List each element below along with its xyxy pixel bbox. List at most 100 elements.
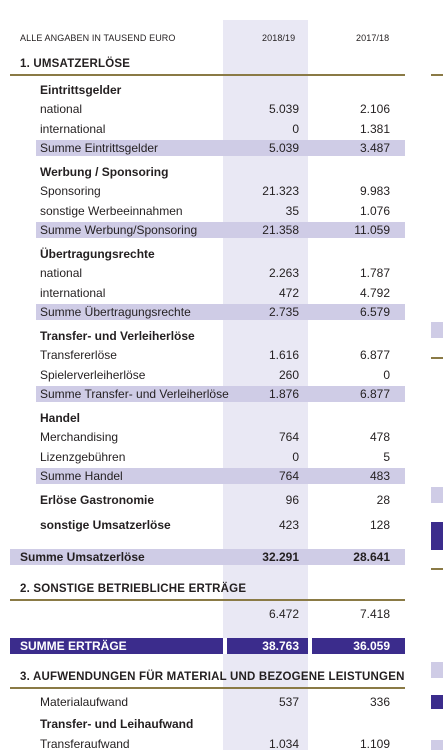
sum-value-2018: 5.039: [268, 141, 299, 155]
row-label: national: [40, 266, 83, 280]
value-2017: 6.877: [359, 348, 390, 362]
sum-bar: [36, 304, 405, 320]
value-2017: 1.381: [359, 122, 390, 136]
table-row: Merchandising 764 478: [0, 429, 443, 446]
value-2018: 1.616: [268, 348, 299, 362]
value-2017: 128: [369, 518, 390, 532]
row-label: Sponsoring: [40, 184, 101, 198]
value-2017: 5: [383, 450, 390, 464]
table-row: international 0 1.381: [0, 121, 443, 138]
sum-value-2018: 1.876: [268, 387, 299, 401]
sum-value-2018: 21.358: [262, 223, 299, 237]
total-row: Summe Umsatzerlöse 32.291 28.641: [0, 549, 443, 566]
neighbor-bar: [431, 662, 443, 678]
value-2017: 4.792: [359, 286, 390, 300]
table-row: Materialaufwand 537 336: [0, 694, 443, 711]
value-2018: 6.472: [268, 607, 299, 621]
table-row: Transfererlöse 1.616 6.877: [0, 347, 443, 364]
neighbor-rule: [431, 357, 443, 359]
neighbor-dark-bar: [431, 695, 443, 709]
sum-value-2017: 6.877: [359, 387, 390, 401]
value-2018: 0: [292, 122, 299, 136]
value-2017: 28: [376, 493, 390, 507]
section-title-umsatzerloese: 1. UMSATZERLÖSE: [20, 58, 131, 70]
neighbor-dark-bar: [431, 522, 443, 550]
table-row: national 5.039 2.106: [0, 101, 443, 118]
neighbor-rule: [431, 568, 443, 570]
value-2018: 2.263: [268, 266, 299, 280]
neighbor-rule: [431, 74, 443, 76]
value-2017: 478: [369, 430, 390, 444]
grand-total-bar: [10, 638, 405, 654]
value-2018: 537: [278, 695, 299, 709]
sum-value-2018: 2.735: [268, 305, 299, 319]
grand-total-value-2018: 38.763: [262, 639, 299, 653]
table-row: Lizenzgebühren 0 5: [0, 449, 443, 466]
sum-value-2017: 3.487: [359, 141, 390, 155]
grand-total-value-2017: 36.059: [353, 639, 390, 653]
value-2017: 1.787: [359, 266, 390, 280]
row-label: Erlöse Gastronomie: [40, 493, 155, 507]
sum-value-2017: 6.579: [359, 305, 390, 319]
sum-value-2018: 764: [278, 469, 299, 483]
value-2017: 9.983: [359, 184, 390, 198]
column-header-2018: 2018/19: [262, 33, 296, 43]
section-rule: [10, 74, 405, 76]
grand-total-label: SUMME ERTRÄGE: [20, 639, 127, 653]
neighbor-bar: [431, 322, 443, 338]
total-label: Summe Umsatzerlöse: [20, 550, 145, 564]
neighbor-bar: [431, 487, 443, 503]
value-2018: 472: [278, 286, 299, 300]
neighbor-bar: [431, 740, 443, 750]
sum-row: Summe Transfer- und Verleiherlöse 1.876 …: [0, 386, 443, 403]
section-rule: [10, 599, 405, 601]
table-row: Spielerverleiherlöse 260 0: [0, 367, 443, 384]
sum-row: Summe Übertragungsrechte 2.735 6.579: [0, 304, 443, 321]
sum-bar: [36, 222, 405, 238]
sum-row: Summe Werbung/Sponsoring 21.358 11.059: [0, 222, 443, 239]
value-2017: 336: [369, 695, 390, 709]
table-row: Transferaufwand 1.034 1.109: [0, 736, 443, 753]
total-value-2017: 28.641: [353, 550, 390, 564]
sum-label: Summe Handel: [40, 469, 123, 483]
group-title: Eintrittsgelder: [40, 83, 122, 97]
section-rule: [10, 687, 405, 689]
row-label: Materialaufwand: [40, 695, 129, 709]
unit-caption: ALLE ANGABEN IN TAUSEND EURO: [20, 33, 176, 43]
value-2018: 1.034: [268, 737, 299, 751]
row-label: Spielerverleiherlöse: [40, 368, 146, 382]
column-header-2017: 2017/18: [356, 33, 390, 43]
sum-label: Summe Eintrittsgelder: [40, 141, 159, 155]
row-label: Transfererlöse: [40, 348, 117, 362]
sum-bar: [36, 386, 405, 402]
value-2017: 7.418: [359, 607, 390, 621]
row-label: Lizenzgebühren: [40, 450, 126, 464]
sum-row: Summe Handel 764 483: [0, 468, 443, 485]
value-2018: 96: [285, 493, 299, 507]
table-row: Sponsoring 21.323 9.983: [0, 183, 443, 200]
sum-value-2017: 11.059: [354, 223, 390, 237]
group-title: Transfer- und Verleiherlöse: [40, 329, 195, 343]
grand-total-row: SUMME ERTRÄGE 38.763 36.059: [0, 638, 443, 655]
bar-gap: [223, 638, 227, 654]
sum-label: Summe Transfer- und Verleiherlöse: [40, 387, 229, 401]
sum-bar: [36, 140, 405, 156]
value-2018: 423: [278, 518, 299, 532]
sonstige-ertraege-row: 6.472 7.418: [0, 606, 443, 623]
row-label: national: [40, 102, 83, 116]
table-row: national 2.263 1.787: [0, 265, 443, 282]
group-title: Transfer- und Leihaufwand: [40, 717, 194, 731]
group-title: Werbung / Sponsoring: [40, 165, 169, 179]
section-title-sonstige-ertraege: 2. SONSTIGE BETRIEBLICHE ERTRÄGE: [20, 583, 247, 595]
row-label: sonstige Werbeeinnahmen: [40, 204, 183, 218]
sum-label: Summe Werbung/Sponsoring: [40, 223, 198, 237]
table-row: international 472 4.792: [0, 285, 443, 302]
value-2017: 1.076: [359, 204, 390, 218]
sum-label: Summe Übertragungsrechte: [40, 305, 191, 319]
row-label: sonstige Umsatzerlöse: [40, 518, 171, 532]
bar-gap: [308, 638, 312, 654]
section-title-aufwendungen: 3. AUFWENDUNGEN FÜR MATERIAL UND BEZOGEN…: [20, 671, 405, 683]
sonstige-umsatzerloese-row: sonstige Umsatzerlöse 423 128: [0, 517, 443, 534]
value-2018: 5.039: [268, 102, 299, 116]
